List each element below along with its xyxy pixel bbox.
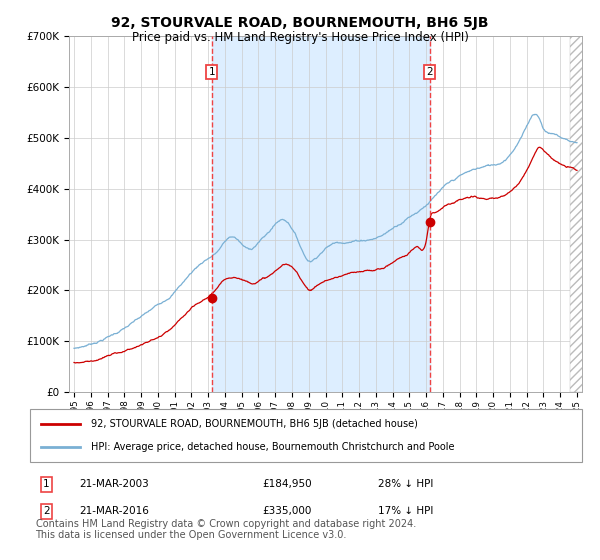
Text: 2: 2 bbox=[427, 67, 433, 77]
Text: 92, STOURVALE ROAD, BOURNEMOUTH, BH6 5JB: 92, STOURVALE ROAD, BOURNEMOUTH, BH6 5JB bbox=[111, 16, 489, 30]
Text: Contains HM Land Registry data © Crown copyright and database right 2024.
This d: Contains HM Land Registry data © Crown c… bbox=[35, 519, 416, 540]
Text: 21-MAR-2016: 21-MAR-2016 bbox=[80, 506, 149, 516]
Bar bbox=[212, 36, 430, 392]
Text: HPI: Average price, detached house, Bournemouth Christchurch and Poole: HPI: Average price, detached house, Bour… bbox=[91, 442, 454, 452]
Text: £184,950: £184,950 bbox=[262, 479, 311, 489]
Text: 17% ↓ HPI: 17% ↓ HPI bbox=[378, 506, 433, 516]
Text: 92, STOURVALE ROAD, BOURNEMOUTH, BH6 5JB (detached house): 92, STOURVALE ROAD, BOURNEMOUTH, BH6 5JB… bbox=[91, 419, 418, 429]
Text: 1: 1 bbox=[209, 67, 215, 77]
Text: 21-MAR-2003: 21-MAR-2003 bbox=[80, 479, 149, 489]
Text: 1: 1 bbox=[43, 479, 50, 489]
Text: 2: 2 bbox=[43, 506, 50, 516]
Text: 28% ↓ HPI: 28% ↓ HPI bbox=[378, 479, 433, 489]
FancyBboxPatch shape bbox=[30, 409, 582, 462]
Text: £335,000: £335,000 bbox=[262, 506, 311, 516]
Text: Price paid vs. HM Land Registry's House Price Index (HPI): Price paid vs. HM Land Registry's House … bbox=[131, 31, 469, 44]
